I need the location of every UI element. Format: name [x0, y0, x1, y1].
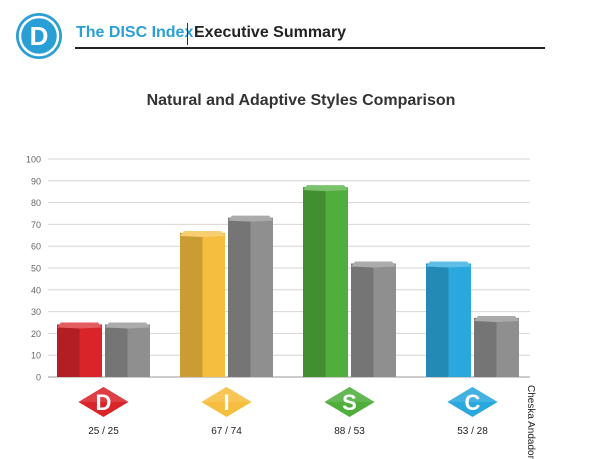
natural-bar-c-top-face — [426, 261, 471, 268]
category-letter: S — [342, 390, 357, 415]
header-rule — [75, 47, 545, 49]
chart-title: Natural and Adaptive Styles Comparison — [146, 92, 456, 109]
adaptive-bar-s — [351, 261, 396, 377]
adaptive-bar-d-left-face — [105, 324, 128, 377]
category-letter: I — [223, 390, 229, 415]
y-tick-label: 100 — [26, 155, 41, 165]
adaptive-bar-c-left-face — [474, 317, 497, 377]
category-diamond-highlight — [324, 387, 375, 402]
natural-bar-s — [303, 185, 348, 377]
y-tick-label: 10 — [31, 351, 41, 361]
adaptive-bar-i-top-face — [228, 215, 273, 222]
natural-bar-c-right-face — [448, 263, 471, 377]
y-tick-label: 20 — [31, 329, 41, 339]
adaptive-bar-c-top-face — [474, 315, 519, 322]
natural-bar-s-left-face — [303, 187, 326, 377]
adaptive-bar-i-left-face — [228, 217, 251, 377]
adaptive-bar-i — [228, 215, 273, 377]
adaptive-bar-s-top-face — [351, 261, 396, 268]
disc-logo-icon: D — [16, 13, 62, 59]
title-separator — [187, 23, 188, 45]
natural-bar-d-right-face — [79, 324, 102, 377]
y-tick-label: 50 — [31, 264, 41, 274]
adaptive-bar-s-left-face — [351, 263, 374, 377]
category-diamond-highlight — [201, 387, 252, 402]
report-header: D The DISC Index Executive Summary — [0, 0, 602, 70]
y-tick-label: 40 — [31, 285, 41, 295]
natural-bar-d — [57, 322, 102, 377]
adaptive-bar-i-right-face — [250, 217, 273, 377]
category-letter: C — [465, 390, 481, 415]
adaptive-bar-d-right-face — [127, 324, 150, 377]
y-tick-label: 60 — [31, 242, 41, 252]
adaptive-bar-d-top-face — [105, 322, 150, 329]
adaptive-bar-c-right-face — [496, 317, 519, 377]
logo-letter: D — [30, 21, 49, 51]
y-tick-label: 0 — [36, 373, 41, 383]
natural-bar-i-top-face — [180, 230, 225, 237]
y-tick-label: 80 — [31, 198, 41, 208]
y-tick-label: 70 — [31, 220, 41, 230]
adaptive-bar-c — [474, 315, 519, 377]
category-diamond-highlight — [447, 387, 498, 402]
natural-bar-i — [180, 230, 225, 377]
section-title: Executive Summary — [194, 24, 347, 41]
category-letter: D — [96, 390, 112, 415]
category-value-label: 25 / 25 — [88, 426, 119, 437]
natural-bar-s-right-face — [325, 187, 348, 377]
natural-bar-c-left-face — [426, 263, 449, 377]
credit-label: Cheska Andador — [525, 385, 536, 459]
natural-bar-d-left-face — [57, 324, 80, 377]
adaptive-bar-s-right-face — [373, 263, 396, 377]
natural-bar-s-top-face — [303, 185, 348, 192]
y-tick-label: 30 — [31, 307, 41, 317]
category-value-label: 67 / 74 — [211, 426, 242, 437]
natural-bar-c — [426, 261, 471, 377]
category-value-label: 88 / 53 — [334, 426, 365, 437]
category-diamond-highlight — [78, 387, 129, 402]
adaptive-bar-d — [105, 322, 150, 377]
brand-title: The DISC Index — [76, 24, 194, 41]
y-tick-label: 90 — [31, 176, 41, 186]
natural-bar-i-left-face — [180, 232, 203, 377]
natural-bar-i-right-face — [202, 232, 225, 377]
natural-bar-d-top-face — [57, 322, 102, 329]
category-value-label: 53 / 28 — [457, 426, 488, 437]
